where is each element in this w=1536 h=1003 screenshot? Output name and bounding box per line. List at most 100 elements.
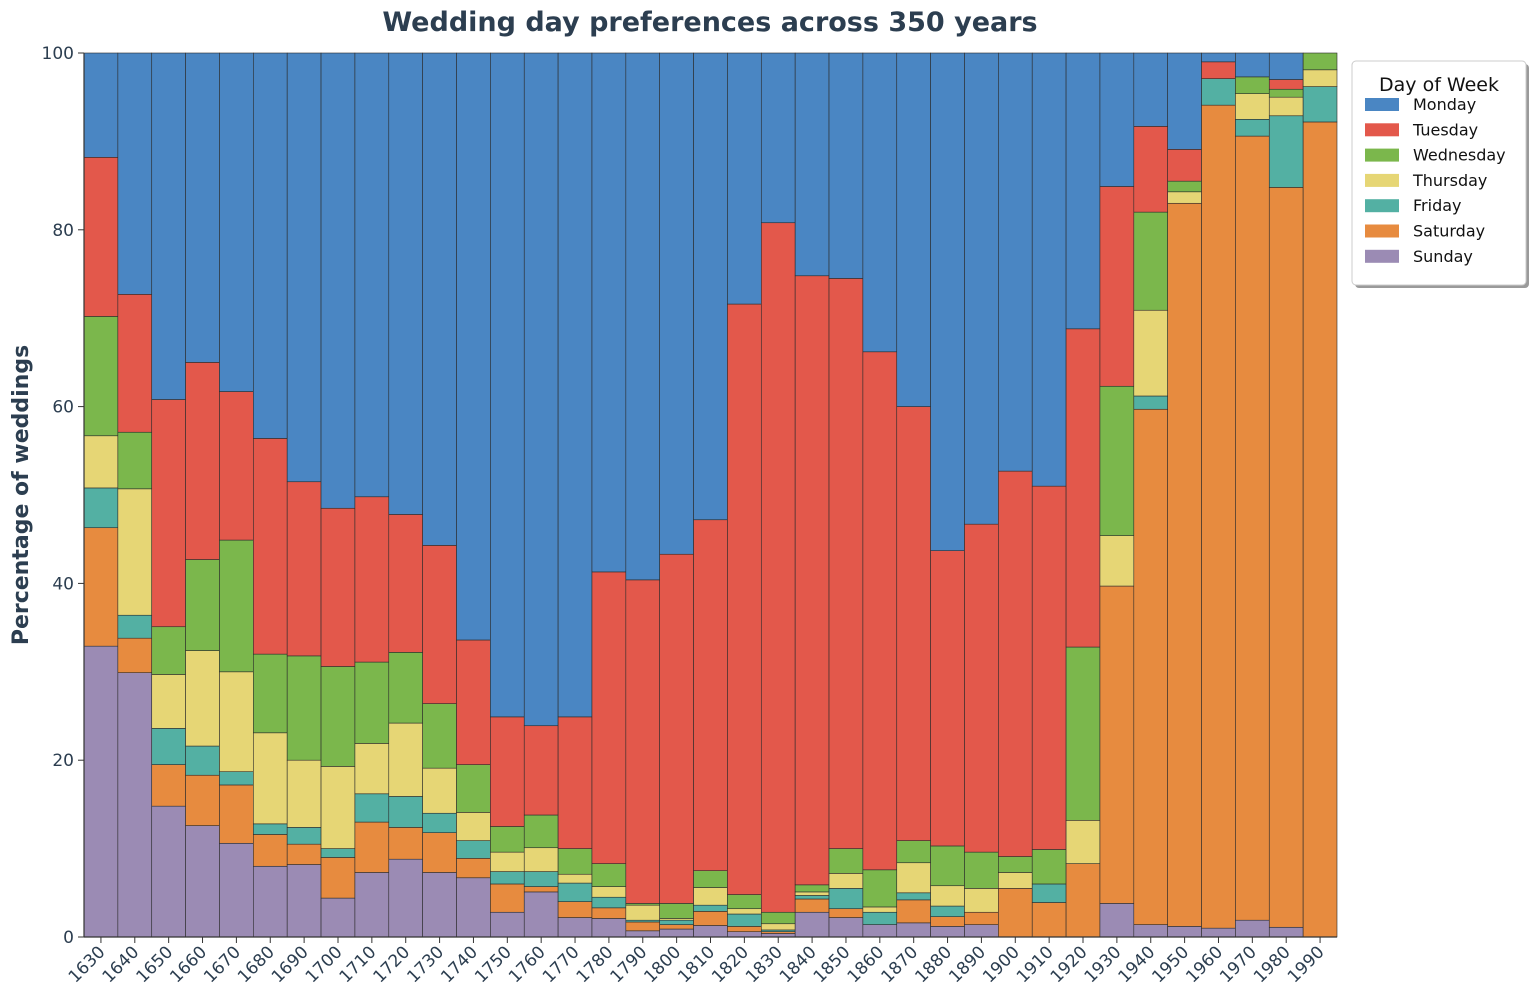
bar-friday-1740 <box>456 840 491 859</box>
legend-title: Day of Week <box>1379 74 1499 96</box>
bar-tuesday-1880 <box>930 550 965 847</box>
x-tick-label-1830: 1830 <box>742 942 787 987</box>
bar-monday-1960 <box>1201 52 1236 63</box>
bar-saturday-1720 <box>388 827 423 860</box>
x-tick-label-1840: 1840 <box>776 942 821 987</box>
legend-label-tuesday: Tuesday <box>1412 120 1478 139</box>
legend-label-sunday: Sunday <box>1413 247 1473 266</box>
bar-saturday-1890 <box>964 911 999 925</box>
bar-friday-1850 <box>828 888 864 910</box>
bar-friday-1820 <box>727 913 762 927</box>
bar-friday-1760 <box>523 871 559 887</box>
bar-monday-1670 <box>219 52 254 392</box>
bar-monday-1920 <box>1065 52 1101 330</box>
bar-monday-1780 <box>591 52 627 573</box>
bar-thursday-1790 <box>625 904 661 921</box>
bar-friday-1690 <box>286 827 322 845</box>
legend-label-thursday: Thursday <box>1412 171 1487 190</box>
bar-friday-1650 <box>151 728 186 765</box>
bar-wednesday-1940 <box>1133 211 1168 311</box>
bar-wednesday-1910 <box>1031 849 1067 885</box>
bar-thursday-1670 <box>219 671 254 772</box>
bar-wednesday-1670 <box>219 539 254 673</box>
x-tick-label-1650: 1650 <box>132 942 177 987</box>
bar-tuesday-1690 <box>286 481 322 657</box>
bar-sunday-1660 <box>185 825 220 938</box>
legend-items: Monday Tuesday Wednesday Thursday Friday Satu… <box>1365 95 1506 266</box>
x-tick-label-1900: 1900 <box>979 942 1024 987</box>
bar-saturday-1640 <box>117 637 153 673</box>
bar-friday-1750 <box>490 871 525 885</box>
bar-tuesday-1820 <box>727 303 762 895</box>
bar-friday-1720 <box>388 796 423 828</box>
bar-sunday-1700 <box>320 897 356 938</box>
bar-wednesday-1840 <box>794 884 830 893</box>
bar-monday-1860 <box>862 52 898 353</box>
bar-saturday-1980 <box>1268 187 1304 928</box>
bar-tuesday-1860 <box>862 351 898 871</box>
bar-tuesday-1640 <box>117 294 153 433</box>
bar-monday-1760 <box>523 52 559 727</box>
bar-sunday-1670 <box>219 842 254 938</box>
bar-sunday-1790 <box>625 930 661 938</box>
bar-sunday-1810 <box>693 925 728 938</box>
x-tick-label-1750: 1750 <box>471 942 516 987</box>
bar-thursday-1780 <box>591 886 627 898</box>
bar-wednesday-1800 <box>659 903 694 919</box>
bar-sunday-1980 <box>1268 926 1304 938</box>
x-tick-label-1640: 1640 <box>99 942 144 987</box>
bar-monday-1850 <box>828 52 864 279</box>
bar-friday-1860 <box>862 911 898 925</box>
bar-saturday-1910 <box>1031 902 1067 938</box>
bar-friday-1730 <box>422 812 457 833</box>
x-tick-label-1790: 1790 <box>607 942 652 987</box>
bar-monday-1930 <box>1099 52 1135 187</box>
bar-thursday-1970 <box>1235 93 1270 120</box>
bar-thursday-1830 <box>760 923 796 931</box>
legend-label-monday: Monday <box>1413 95 1476 114</box>
bar-monday-1720 <box>388 52 423 515</box>
bar-thursday-1840 <box>794 891 830 896</box>
bar-monday-1640 <box>117 52 153 295</box>
bar-saturday-1940 <box>1133 408 1168 925</box>
bar-tuesday-1720 <box>388 514 423 653</box>
x-tick-label-1990: 1990 <box>1284 942 1329 987</box>
bar-tuesday-1890 <box>964 523 999 853</box>
bar-friday-1880 <box>930 905 965 917</box>
x-tick-label-1930: 1930 <box>1081 942 1126 987</box>
bar-saturday-1960 <box>1201 104 1236 929</box>
bar-saturday-1730 <box>422 832 457 873</box>
bar-monday-1660 <box>185 52 220 363</box>
bar-sunday-1690 <box>286 864 322 938</box>
x-tick-label-1860: 1860 <box>844 942 889 987</box>
bar-wednesday-1660 <box>185 559 220 651</box>
bar-monday-1970 <box>1235 52 1270 78</box>
bar-friday-1660 <box>185 745 220 776</box>
bar-sunday-1750 <box>490 911 525 938</box>
bar-saturday-1680 <box>253 834 288 867</box>
x-tick-label-1780: 1780 <box>573 942 618 987</box>
bar-friday-1770 <box>557 882 593 902</box>
bar-wednesday-1990 <box>1302 52 1338 71</box>
bar-thursday-1710 <box>354 743 390 795</box>
bar-monday-1770 <box>557 52 593 718</box>
bar-tuesday-1650 <box>151 399 186 628</box>
bar-tuesday-1760 <box>523 725 559 816</box>
bar-tuesday-1670 <box>219 391 254 541</box>
bar-saturday-1970 <box>1235 135 1270 921</box>
bar-thursday-1880 <box>930 885 965 907</box>
bar-wednesday-1730 <box>422 703 457 769</box>
legend-swatch-saturday <box>1365 224 1399 238</box>
bar-monday-1730 <box>422 52 457 546</box>
bar-thursday-1990 <box>1302 69 1338 87</box>
y-axis-label: Percentage of weddings <box>9 345 34 645</box>
bar-wednesday-1870 <box>896 840 931 864</box>
bar-thursday-1930 <box>1099 535 1135 587</box>
x-tick-label-1870: 1870 <box>877 942 922 987</box>
bar-wednesday-1690 <box>286 655 322 761</box>
bar-monday-1910 <box>1031 52 1067 487</box>
bar-sunday-1860 <box>862 924 898 938</box>
bar-sunday-1890 <box>964 924 999 938</box>
bar-thursday-1940 <box>1133 309 1168 397</box>
bar-saturday-1820 <box>727 926 762 932</box>
